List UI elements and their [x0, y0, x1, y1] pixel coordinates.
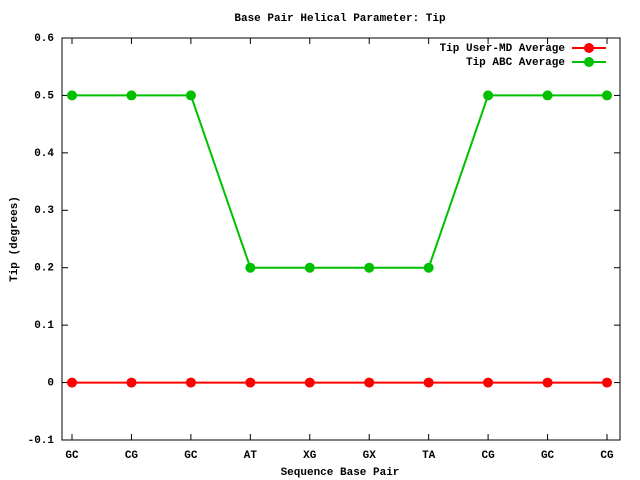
x-tick-label: CG [125, 450, 139, 462]
series-line [72, 94, 607, 269]
point [542, 90, 553, 101]
point [304, 377, 315, 388]
point [542, 377, 553, 388]
point [185, 377, 196, 388]
y-tick-label: 0 [47, 377, 54, 389]
y-tick-label: 0.4 [34, 148, 54, 160]
point [67, 90, 77, 101]
x-tick-label: CG [482, 450, 496, 462]
y-tick-label: 0.5 [34, 90, 54, 102]
point [67, 377, 77, 388]
point [304, 262, 315, 273]
legend-marker [584, 57, 594, 67]
plot-frame [61, 37, 621, 441]
point [126, 377, 137, 388]
y-tick-label: -0.1 [28, 435, 55, 447]
x-tick-label: GC [65, 450, 79, 462]
point [185, 90, 196, 101]
y-tick-label: 0.6 [34, 33, 54, 45]
x-tick-label: GC [541, 450, 555, 462]
point [483, 377, 494, 388]
point [602, 90, 612, 101]
point [423, 377, 434, 388]
point [483, 90, 494, 101]
y-axis-label: Tip (degrees) [9, 196, 21, 282]
x-axis-label: Sequence Base Pair [281, 467, 400, 479]
x-tick-label: XG [303, 450, 317, 462]
y-tick-label: 0.1 [34, 320, 54, 332]
point [245, 377, 256, 388]
y-tick-label: 0.2 [34, 263, 54, 275]
point [364, 262, 375, 273]
point [245, 262, 256, 273]
x-tick-label: GX [363, 450, 377, 462]
legend-label: Tip ABC Average [466, 57, 565, 69]
chart-title: Base Pair Helical Parameter: Tip [234, 13, 446, 25]
legend-marker [584, 43, 594, 53]
y-tick-label: 0.3 [34, 205, 54, 217]
point [126, 90, 137, 101]
x-tick-label: CG [600, 450, 614, 462]
point [364, 377, 375, 388]
x-tick-label: TA [422, 450, 436, 462]
x-tick-label: AT [244, 450, 258, 462]
x-tick-label: GC [184, 450, 198, 462]
point [602, 377, 612, 388]
legend-label: Tip User-MD Average [440, 43, 566, 55]
point [423, 262, 434, 273]
